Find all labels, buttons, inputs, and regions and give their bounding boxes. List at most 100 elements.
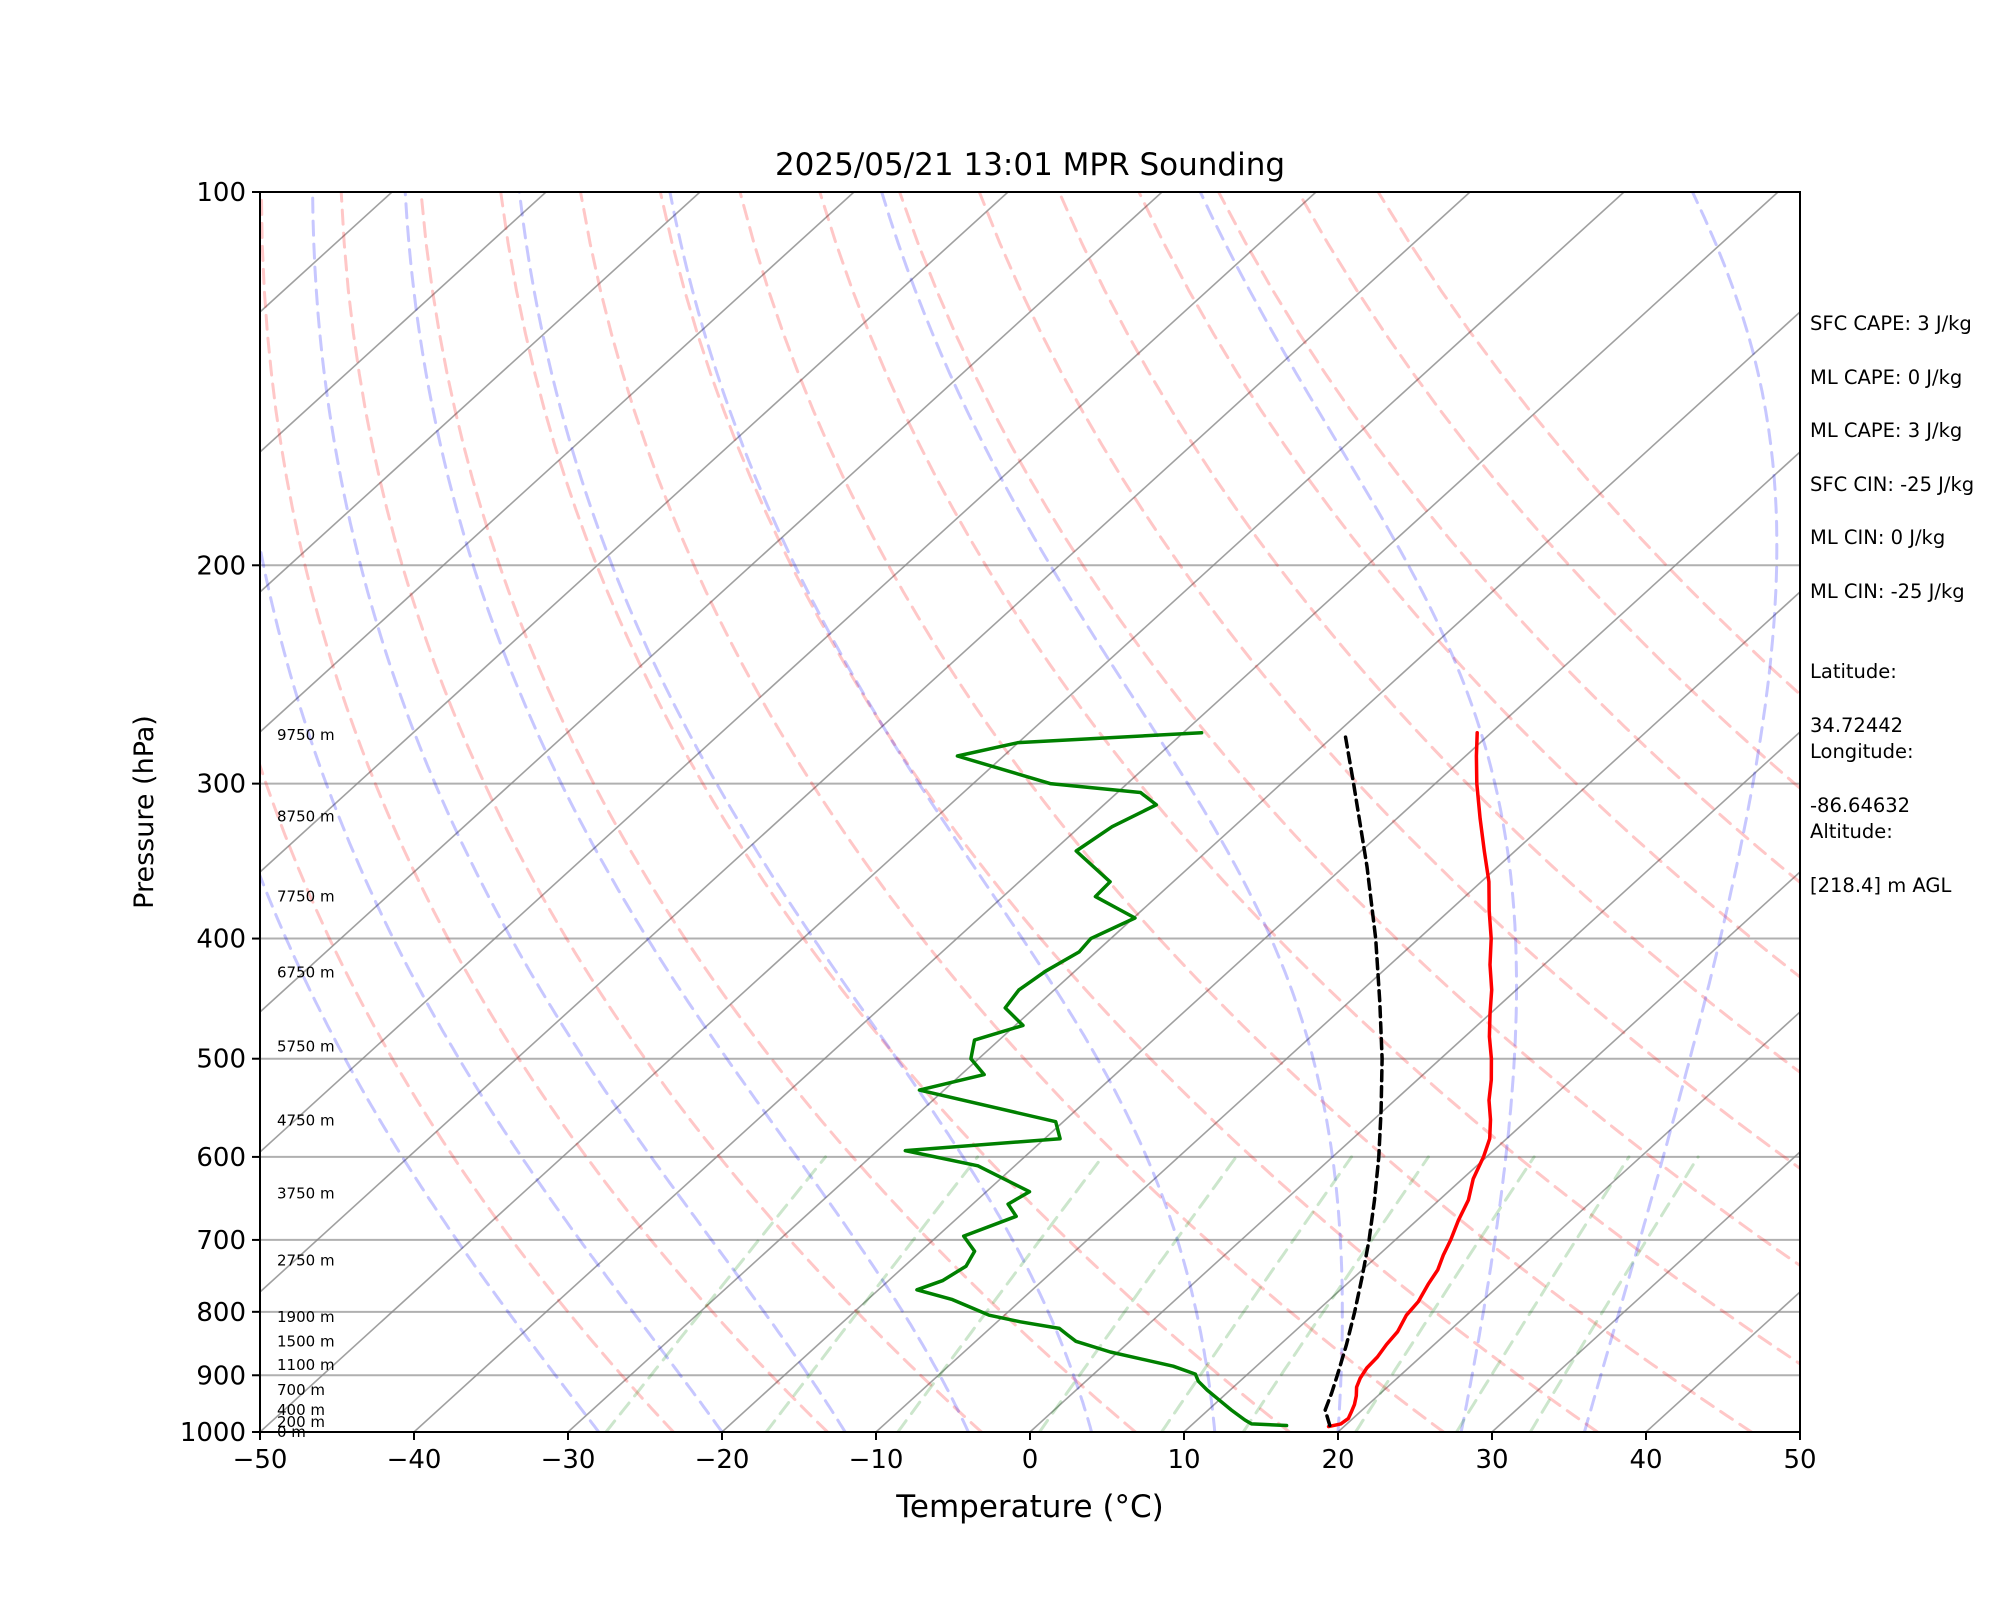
height-label: 700 m [277,1381,325,1399]
mixing-ratio-line [1455,1155,1631,1432]
sounding-stats-panel: SFC CAPE: 3 J/kg ML CAPE: 0 J/kg ML CAPE… [1810,310,1995,897]
dry-adiabat-line [818,192,1800,1366]
y-tick-label: 100 [196,178,246,208]
y-tick-label: 300 [196,770,246,800]
isotherm-line [1029,730,1800,1432]
x-tick-label: −40 [387,1445,442,1475]
moist-adiabat-line [1582,192,1779,1432]
altitude-label: Altitude: [1810,820,1893,843]
plot-frame [259,191,1801,1433]
height-label: 1100 m [277,1356,335,1374]
y-tick-label: 900 [196,1361,246,1391]
isotherm-line [875,590,1800,1432]
isotherm-line [260,192,701,594]
ml-cin-stat-1: ML CIN: 0 J/kg [1810,526,1946,549]
mixing-ratio-line [1241,1155,1430,1432]
height-label: 7750 m [277,888,335,906]
x-tick-label: −20 [695,1445,750,1475]
isotherm-line [1337,1010,1800,1432]
dry-adiabat-line [1376,192,1800,697]
moist-adiabat-line [311,192,847,1432]
dry-adiabat-line [579,192,1445,1432]
y-tick-label: 800 [196,1298,246,1328]
x-tick-label: 30 [1475,1445,1508,1475]
y-tick-label: 400 [196,925,246,955]
y-axis-label: Pressure (hPa) [129,715,160,909]
height-label: 3750 m [277,1184,335,1202]
isotherm-line [260,192,1317,1154]
y-tick-label: 200 [196,551,246,581]
mixing-ratio-line [1354,1155,1536,1432]
latitude-block: Latitude: 34.72442 [1810,631,1995,737]
x-tick-label: −10 [849,1445,904,1475]
chart-title: 2025/05/21 13:01 MPR Sounding [775,147,1285,183]
isotherm-line [260,192,1163,1014]
isotherm-line [721,450,1800,1432]
x-axis-label: Temperature (°C) [895,1489,1164,1525]
dry-adiabat-line [419,192,1137,1432]
dry-adiabat-line [977,192,1800,1171]
isotherm-line [260,192,1009,874]
isotherm-line [567,310,1800,1432]
y-tick-label: 700 [196,1226,246,1256]
x-tick-label: 10 [1167,1445,1200,1475]
moist-adiabat-line [260,871,601,1432]
x-tick-label: 50 [1783,1445,1816,1475]
altitude-value: [218.4] m AGL [1810,874,1952,897]
isotherm-line [260,192,855,734]
dry-adiabat-line [1296,192,1800,791]
moist-adiabat-line [880,192,1344,1432]
isotherm-line [1491,1150,1800,1432]
isotherm-line [260,192,547,454]
dry-adiabat-line [1057,192,1800,1075]
x-tick-label: 0 [1022,1445,1039,1475]
parcel-profile-trace [1323,731,1384,1428]
ml-cape-stat-2: ML CAPE: 3 J/kg [1810,419,1963,442]
mixing-ratio-line [1038,1155,1238,1432]
y-tick-label: 500 [196,1045,246,1075]
height-label: 8750 m [277,808,335,826]
sfc-cape-stat: SFC CAPE: 3 J/kg [1810,312,1972,335]
x-tick-label: −50 [233,1445,288,1475]
x-tick-label: −30 [541,1445,596,1475]
sfc-cin-stat: SFC CIN: -25 J/kg [1810,472,1975,496]
dry-adiabat-line [260,760,675,1432]
height-label: 2750 m [277,1251,335,1269]
isotherm-line [1183,870,1800,1432]
latitude-label: Latitude: [1810,660,1897,683]
mixing-ratio-line [764,1155,980,1432]
isotherm-line [0,192,84,1432]
altitude-block: Altitude: [218.4] m AGL [1810,791,1995,897]
ml-cape-stat-1: ML CAPE: 0 J/kg [1810,365,1963,389]
y-tick-label: 1000 [180,1418,246,1448]
dry-adiabat-line [738,192,1753,1432]
longitude-label: Longitude: [1810,740,1914,763]
moist-adiabat-line [1198,192,1518,1432]
height-label: 6750 m [277,963,335,981]
latitude-value: 34.72442 [1810,714,1904,737]
x-tick-label: 20 [1321,1445,1354,1475]
dry-adiabat-line [658,192,1599,1432]
height-label: 9750 m [277,726,335,744]
mixing-ratio-line [896,1155,1104,1432]
temperature-trace [1326,731,1494,1429]
moist-adiabat-line [260,539,724,1432]
height-label: 5750 m [277,1038,335,1056]
isotherm-line [260,192,1471,1294]
dewpoint-trace [903,731,1289,1428]
dry-adiabat-line [260,192,829,1432]
isotherm-line [413,192,1779,1432]
height-label: 1500 m [277,1332,335,1350]
dry-adiabat-line [339,192,983,1432]
longitude-block: Longitude: -86.64632 [1810,711,1995,817]
mixing-ratio-line [604,1155,827,1432]
moist-adiabat-line [517,192,1094,1432]
height-label: 400 m [277,1401,325,1419]
dry-adiabat-line [1137,192,1800,979]
height-label: 1900 m [277,1308,335,1326]
longitude-value: -86.64632 [1810,794,1911,817]
dry-adiabat-line [499,192,1291,1432]
height-label: 4750 m [277,1112,335,1130]
y-tick-label: 600 [196,1143,246,1173]
height-label: 200 m [277,1413,325,1431]
